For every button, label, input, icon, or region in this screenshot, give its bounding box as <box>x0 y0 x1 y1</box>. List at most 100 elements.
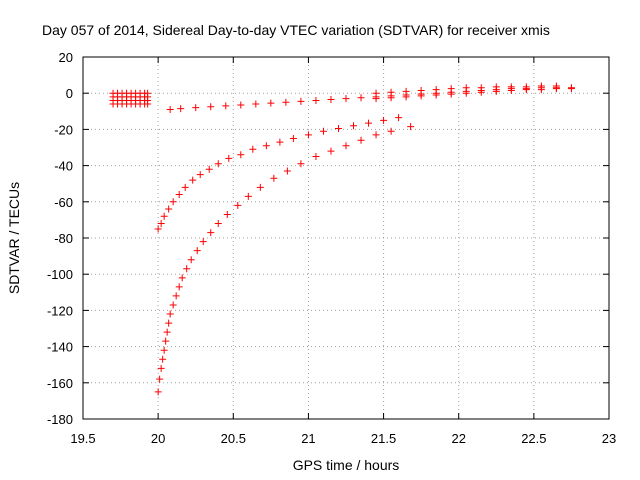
y-tick-label: -60 <box>54 195 73 210</box>
data-point <box>312 153 320 161</box>
data-point <box>196 171 204 179</box>
data-point <box>357 136 365 144</box>
y-tick-label: -120 <box>47 303 73 318</box>
data-points <box>109 82 575 396</box>
grid-lines <box>83 57 609 419</box>
data-point <box>270 174 278 182</box>
data-point <box>169 198 177 206</box>
data-point <box>342 95 350 103</box>
data-point <box>165 205 173 213</box>
data-point <box>249 145 257 153</box>
data-point <box>222 102 230 110</box>
y-axis-label: SDTVAR / TECUs <box>6 182 22 294</box>
data-point <box>297 160 305 168</box>
data-point <box>157 220 165 228</box>
data-point <box>283 167 291 175</box>
data-point <box>327 147 335 155</box>
data-point <box>537 86 545 94</box>
y-tick-label: -100 <box>47 267 73 282</box>
plot-frame <box>82 56 610 420</box>
y-tick-label: -80 <box>54 231 73 246</box>
x-tick-label: 21.5 <box>371 431 396 446</box>
data-point <box>297 97 305 105</box>
y-tick-label: -40 <box>54 159 73 174</box>
data-point <box>172 292 180 300</box>
data-point <box>207 103 215 111</box>
data-point <box>342 142 350 150</box>
data-point <box>193 247 201 255</box>
data-point <box>187 256 195 264</box>
data-point <box>312 96 320 104</box>
data-point <box>256 183 264 191</box>
data-point <box>159 355 167 363</box>
data-point <box>169 301 177 309</box>
data-point <box>144 100 152 108</box>
data-point <box>199 238 207 246</box>
data-point <box>163 328 171 336</box>
data-point <box>447 90 455 98</box>
data-point <box>552 85 560 93</box>
data-point <box>252 100 260 108</box>
x-tick-label: 22.5 <box>521 431 546 446</box>
data-point <box>165 319 173 327</box>
data-point <box>192 104 200 112</box>
data-point <box>214 160 222 168</box>
x-tick-label: 22 <box>451 431 465 446</box>
axis-ticks: 19.5 20 20.5 21 21.5 22 22.5 23 20 0 -20 -40 -60 -80 -… <box>47 50 616 446</box>
data-point <box>205 165 213 173</box>
data-point <box>282 98 290 106</box>
data-point <box>417 92 425 100</box>
data-point <box>207 229 215 237</box>
data-point <box>214 220 222 228</box>
data-point <box>319 127 327 135</box>
data-point <box>357 94 365 102</box>
y-tick-label: -20 <box>54 122 73 137</box>
data-point <box>225 154 233 162</box>
data-point <box>395 114 403 122</box>
series-segment-d <box>154 123 415 396</box>
data-point <box>223 210 231 218</box>
data-point <box>160 212 168 220</box>
data-point <box>492 87 500 95</box>
series-segment-b <box>166 82 575 113</box>
x-tick-label: 21 <box>301 431 315 446</box>
data-point <box>432 91 440 99</box>
data-point <box>178 274 186 282</box>
data-point <box>372 95 380 103</box>
data-point <box>154 225 162 233</box>
data-point <box>350 122 358 130</box>
series-segment-c <box>154 114 403 233</box>
data-point <box>334 124 342 132</box>
data-point <box>234 201 242 209</box>
data-point <box>237 151 245 159</box>
data-point <box>181 183 189 191</box>
data-point <box>462 89 470 97</box>
data-point <box>267 99 275 107</box>
data-point <box>387 94 395 102</box>
x-tick-label: 20.5 <box>221 431 246 446</box>
y-tick-label: -140 <box>47 340 73 355</box>
data-point <box>387 127 395 135</box>
x-tick-label: 19.5 <box>70 431 95 446</box>
data-point <box>477 88 485 96</box>
data-point <box>166 105 174 113</box>
data-point <box>365 119 373 127</box>
data-point <box>154 388 162 396</box>
x-tick-label: 20 <box>151 431 165 446</box>
data-point <box>156 375 164 383</box>
data-point <box>175 283 183 291</box>
data-point <box>160 346 168 354</box>
data-point <box>289 134 297 142</box>
x-tick-label: 23 <box>602 431 616 446</box>
data-point <box>327 96 335 104</box>
data-point <box>162 337 170 345</box>
data-point <box>407 123 415 131</box>
y-tick-label: -160 <box>47 376 73 391</box>
data-point <box>507 86 515 94</box>
data-point <box>183 265 191 273</box>
y-tick-label: -180 <box>47 412 73 427</box>
series-segment-a <box>109 89 152 108</box>
data-point <box>372 131 380 139</box>
data-point <box>237 101 245 109</box>
